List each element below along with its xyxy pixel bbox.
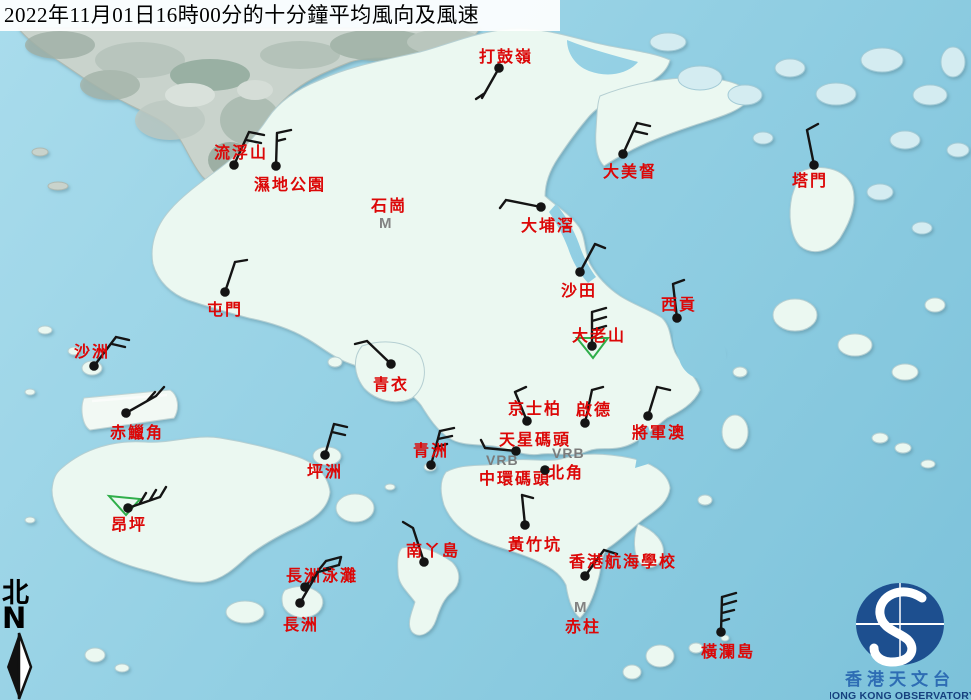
station-dot <box>123 503 133 513</box>
station-label: 青洲 <box>413 441 449 460</box>
station-dot <box>809 160 819 170</box>
station-label: 啟德 <box>576 400 612 419</box>
variable-wind-marker: VRB <box>486 452 519 468</box>
station-label: 將軍澳 <box>632 423 686 442</box>
station-label: 香港航海學校 <box>568 552 677 571</box>
north-label-en: N <box>2 605 44 631</box>
station-dot <box>295 598 305 608</box>
station-label: 橫瀾島 <box>701 642 755 661</box>
station-label: 沙洲 <box>74 343 110 361</box>
station-label: 大美督 <box>603 162 657 181</box>
station-label: 沙田 <box>561 282 597 300</box>
wind-map-screen: 打鼓嶺流浮山濕地公園M石崗大美督塔門大埔滘沙田西貢大老山青衣京士柏啟德將軍澳天星… <box>0 0 971 700</box>
logo-name-en: HONG KONG OBSERVATORY <box>830 690 971 700</box>
station-label: 長洲泳灘 <box>286 566 358 585</box>
station-label: 塔門 <box>792 171 828 190</box>
station-label: 青衣 <box>373 375 409 394</box>
station-label: 打鼓嶺 <box>479 47 533 66</box>
compass-needle-icon <box>2 631 38 700</box>
north-compass: 北 N <box>2 580 44 700</box>
station-dot <box>672 313 682 323</box>
station-label: 長洲 <box>283 616 319 634</box>
variable-wind-marker: VRB <box>552 445 585 461</box>
station-dot <box>386 359 396 369</box>
station-dot <box>320 450 330 460</box>
station-dot <box>618 149 628 159</box>
station-label: 大埔滘 <box>521 216 575 235</box>
station-dot <box>580 418 590 428</box>
missing-data-marker: M <box>379 215 392 232</box>
hong-kong-map: 打鼓嶺流浮山濕地公園M石崗大美督塔門大埔滘沙田西貢大老山青衣京士柏啟德將軍澳天星… <box>0 0 971 700</box>
station-dot <box>643 411 653 421</box>
missing-data-marker: M <box>574 599 587 616</box>
map-title: 2022年11月01日16時00分的十分鐘平均風向及風速 <box>0 0 560 31</box>
station-dot <box>426 460 436 470</box>
station-dot <box>121 408 131 418</box>
station-label: 南丫島 <box>406 541 460 560</box>
station-label: 流浮山 <box>214 143 268 162</box>
station-label: 黃竹坑 <box>507 535 562 554</box>
station-label: 屯門 <box>207 300 243 319</box>
station-dot <box>220 287 230 297</box>
station-label: 赤柱 <box>565 617 601 636</box>
station-label: 濕地公園 <box>254 175 326 194</box>
station-dot <box>520 520 530 530</box>
hko-logo-icon: 香港天文台 HONG KONG OBSERVATORY <box>830 572 971 700</box>
station-label: 坪洲 <box>307 463 343 481</box>
station-label: 中環碼頭 <box>479 469 551 488</box>
station-label: 北角 <box>548 463 584 482</box>
station-label: 赤鱲角 <box>110 423 164 442</box>
logo-name-zh: 香港天文台 <box>845 669 955 689</box>
station-dot <box>536 202 546 212</box>
station-label: 大老山 <box>572 326 626 345</box>
station-dot <box>580 571 590 581</box>
station-label: 昂坪 <box>111 516 147 534</box>
land-islet <box>32 148 48 156</box>
hko-logo: 香港天文台 HONG KONG OBSERVATORY <box>830 572 971 700</box>
station-dot <box>575 267 585 277</box>
station-label: 西貢 <box>661 296 697 314</box>
station-dot <box>271 161 281 171</box>
station-label: 石崗 <box>370 196 407 215</box>
station-dot <box>89 361 99 371</box>
station-label: 京士柏 <box>508 399 562 418</box>
station-dot <box>716 627 726 637</box>
land-islet <box>48 182 68 190</box>
